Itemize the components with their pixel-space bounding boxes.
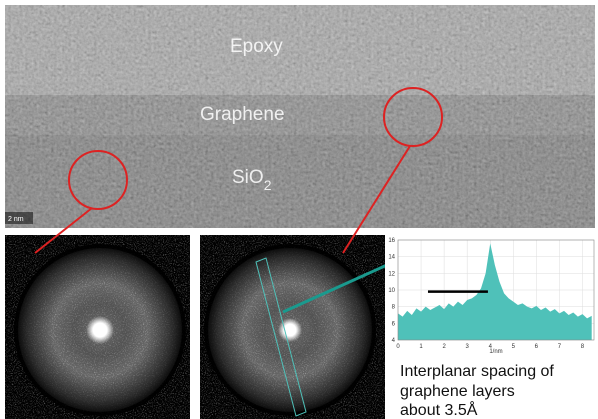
x-axis-label: 1/nm: [489, 349, 502, 355]
caption: Interplanar spacing of graphene layers a…: [400, 363, 554, 419]
y-tick-label: 10: [388, 288, 395, 294]
epoxy-label: Epoxy: [230, 36, 283, 57]
scale-label: 2 nm: [8, 216, 24, 223]
y-tick-label: 16: [388, 238, 395, 244]
y-tick-label: 14: [388, 255, 395, 261]
fft-right: [200, 235, 385, 419]
graphene-label: Graphene: [200, 104, 285, 125]
fft-left: [5, 235, 190, 419]
figure: Epoxy Graphene SiO2 2 nm 468101214160123…: [0, 0, 598, 419]
caption-line: about 3.5Å: [400, 400, 478, 419]
caption-line: graphene layers: [400, 383, 515, 400]
tem-image: Epoxy Graphene SiO2 2 nm: [5, 5, 595, 228]
caption-line: Interplanar spacing of: [400, 363, 554, 380]
y-tick-label: 12: [388, 271, 395, 277]
